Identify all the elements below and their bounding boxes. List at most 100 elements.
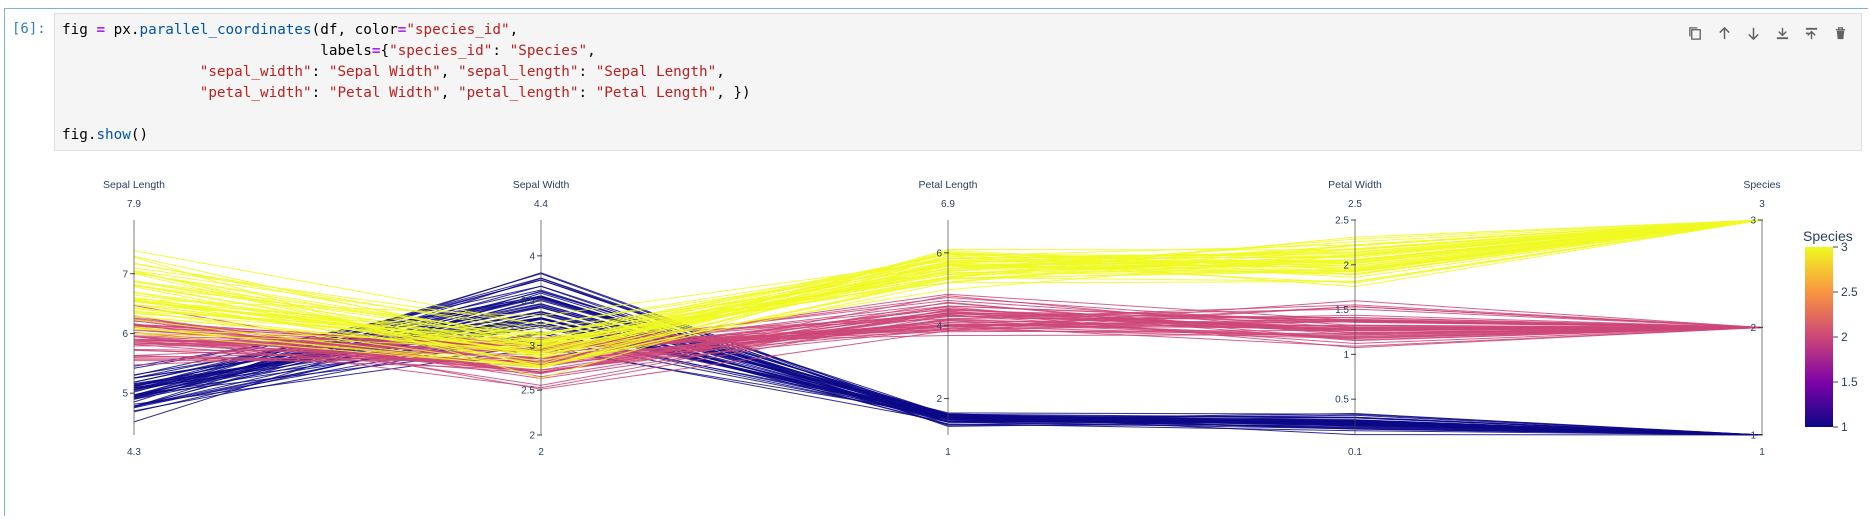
insert-below-button[interactable]: [1800, 22, 1822, 44]
axis-min-label: 1: [1759, 447, 1765, 458]
code-token: fig.: [62, 127, 97, 143]
axis-max-label: 4.4: [534, 199, 548, 210]
axis-max-label: 6.9: [941, 199, 955, 210]
axis-max-label: 3: [1759, 199, 1765, 210]
axis-title: Petal Length: [919, 179, 978, 191]
code-token: =: [397, 22, 407, 38]
trash-icon: [1835, 26, 1845, 39]
code-token: ,: [440, 64, 458, 80]
colorbar-title: Species: [1803, 228, 1853, 244]
code-token: "sepal_length": [457, 64, 579, 80]
move-down-button[interactable]: [1742, 22, 1764, 44]
code-token: ,: [509, 22, 519, 38]
code-token: (): [130, 127, 149, 143]
axis-sepal-length[interactable]: Sepal Length 7.9 4.3 5 6 7: [103, 179, 165, 458]
insert-above-icon: [1776, 27, 1788, 39]
duplicate-cell-button[interactable]: [1684, 22, 1706, 44]
code-token: :: [578, 64, 596, 80]
arrow-up-icon: [1718, 26, 1730, 39]
tick-label: 2: [1750, 323, 1756, 334]
axis-title: Petal Width: [1328, 179, 1382, 191]
code-token: :: [311, 85, 329, 101]
code-token: (df, color: [311, 22, 398, 38]
code-token: "petal_width": [62, 85, 312, 101]
colorbar-tick-label: 1.5: [1841, 375, 1858, 389]
axis-min-label: 4.3: [127, 447, 141, 458]
code-token: {: [380, 43, 390, 59]
code-token: ,: [440, 85, 458, 101]
code-token: "Petal Length": [595, 85, 717, 101]
code-token: ,: [716, 64, 725, 80]
axis-petal-width[interactable]: Petal Width 2.5 0.1 0.5 1 1.5 2 2.5: [1328, 179, 1382, 458]
axis-min-label: 0.1: [1348, 447, 1362, 458]
code-token: "species_id": [406, 22, 510, 38]
code-editor[interactable]: fig = px.parallel_coordinates(df, color=…: [54, 13, 1862, 151]
colorbar-tick-label: 3: [1841, 240, 1848, 254]
code-token: px.: [105, 22, 140, 38]
code-token: =: [371, 43, 381, 59]
tick-label: 6: [936, 248, 942, 259]
tick-label: 4: [936, 321, 942, 332]
tick-label: 2.5: [521, 386, 535, 397]
axis-title: Sepal Length: [103, 179, 165, 191]
cell-toolbar: [1684, 22, 1851, 44]
tick-label: 1: [1750, 431, 1756, 442]
tick-label: 4: [529, 251, 535, 262]
code-token: labels: [62, 43, 372, 59]
tick-label: 2: [1343, 260, 1349, 271]
colorbar-tick-label: 2.5: [1841, 285, 1858, 299]
copy-icon: [1688, 26, 1701, 40]
code-token: =: [96, 22, 106, 38]
code-token: parallel_coordinates: [139, 22, 312, 38]
tick-label: 2: [529, 431, 535, 442]
code-token: , }): [716, 85, 751, 101]
tick-label: 3.5: [521, 296, 535, 307]
tick-label: 2: [936, 394, 942, 405]
axis-min-label: 1: [945, 447, 951, 458]
code-token: "sepal_width": [62, 64, 312, 80]
axis-max-label: 7.9: [127, 199, 141, 210]
code-token: "petal_length": [457, 85, 579, 101]
code-token: "Species": [509, 43, 588, 59]
tick-label: 5: [122, 389, 128, 400]
tick-label: 1: [1343, 350, 1349, 361]
code-token: "Petal Width": [328, 85, 441, 101]
tick-label: 0.5: [1335, 395, 1349, 406]
axis-title: Species: [1743, 179, 1780, 191]
insert-below-icon: [1805, 27, 1817, 39]
tick-label: 2.5: [1335, 216, 1349, 227]
code-token: :: [311, 64, 329, 80]
axis-min-label: 2: [538, 447, 544, 458]
delete-cell-button[interactable]: [1829, 22, 1851, 44]
axis-title: Sepal Width: [513, 179, 570, 191]
code-token: ,: [587, 43, 596, 59]
axis-species[interactable]: Species 3 11 2 3: [1743, 179, 1780, 458]
code-token: show: [96, 127, 131, 143]
code-token: fig: [62, 22, 97, 38]
colorbar-tick-label: 1: [1841, 420, 1848, 434]
axis-max-label: 2.5: [1348, 199, 1362, 210]
tick-label: 3: [529, 341, 535, 352]
tick-label: 7: [122, 269, 128, 280]
move-up-button[interactable]: [1713, 22, 1735, 44]
colorbar: Species 1 1.5 2 2.5 3: [1803, 228, 1858, 434]
code-token: "Sepal Width": [328, 64, 441, 80]
tick-label: 1.5: [1335, 305, 1349, 316]
code-token: "Sepal Length": [595, 64, 717, 80]
tick-label: 6: [122, 329, 128, 340]
colorbar-gradient: [1805, 247, 1833, 427]
code-token: :: [578, 85, 596, 101]
arrow-down-icon: [1747, 27, 1759, 40]
colorbar-tick-label: 2: [1841, 330, 1848, 344]
execution-count: [6]:: [12, 21, 46, 37]
code-token: :: [492, 43, 510, 59]
tick-label: 3: [1750, 216, 1756, 227]
axis-petal-length[interactable]: Petal Length 6.9 1 2 4 6: [919, 179, 978, 458]
insert-above-button[interactable]: [1771, 22, 1793, 44]
code-text[interactable]: fig = px.parallel_coordinates(df, color=…: [62, 20, 751, 146]
axis-sepal-width[interactable]: Sepal Width 4.4 22 2.5 3 3.5 4: [513, 179, 570, 458]
notebook-cell: [4, 8, 1868, 516]
code-token: "species_id": [389, 43, 493, 59]
